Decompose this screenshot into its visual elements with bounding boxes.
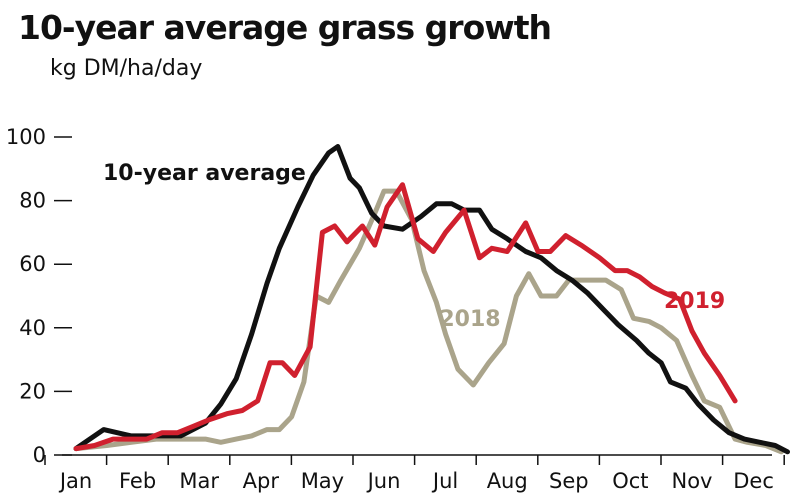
chart-subtitle: kg DM/ha/day: [50, 56, 203, 81]
series-lines: [73, 144, 790, 455]
x-tick-label: Sep: [549, 469, 589, 493]
x-tick-label: Apr: [243, 469, 280, 493]
series-label-2018: 2018: [439, 307, 500, 332]
series-line-2019: [73, 182, 738, 452]
x-tick-label: Feb: [119, 469, 156, 493]
x-axis: Jan Feb Mar Apr May Jun Jul Aug Sep Oct Nov Dec: [44, 454, 785, 493]
y-tick-label: 100: [6, 125, 46, 149]
x-tick-label: Oct: [612, 469, 648, 493]
x-tick-label: Jun: [366, 469, 401, 493]
x-tick-label: Mar: [179, 469, 219, 493]
x-tick-label: Jan: [58, 469, 92, 493]
y-tick-label: 40: [19, 316, 46, 340]
x-tick-label: Nov: [672, 469, 713, 493]
x-tick-label: Aug: [487, 469, 528, 493]
x-tick-label: Jul: [431, 469, 458, 493]
series-label-10-year-average: 10-year average: [103, 161, 306, 186]
chart-title: 10-year average grass growth: [18, 8, 552, 47]
x-tick-label: May: [301, 469, 344, 493]
y-tick-label: 20: [19, 379, 46, 403]
series-line-2018: [73, 188, 784, 455]
series-labels: 10-year average 2018 2019: [103, 161, 725, 332]
series-label-2019: 2019: [664, 289, 725, 314]
y-axis: 0 20 40 60 80 100: [6, 125, 72, 467]
x-tick-label: Dec: [733, 469, 774, 493]
y-tick-label: 0: [33, 443, 46, 467]
y-tick-label: 80: [19, 189, 46, 213]
y-tick-label: 60: [19, 252, 46, 276]
series-line-10-year-average: [73, 144, 790, 455]
